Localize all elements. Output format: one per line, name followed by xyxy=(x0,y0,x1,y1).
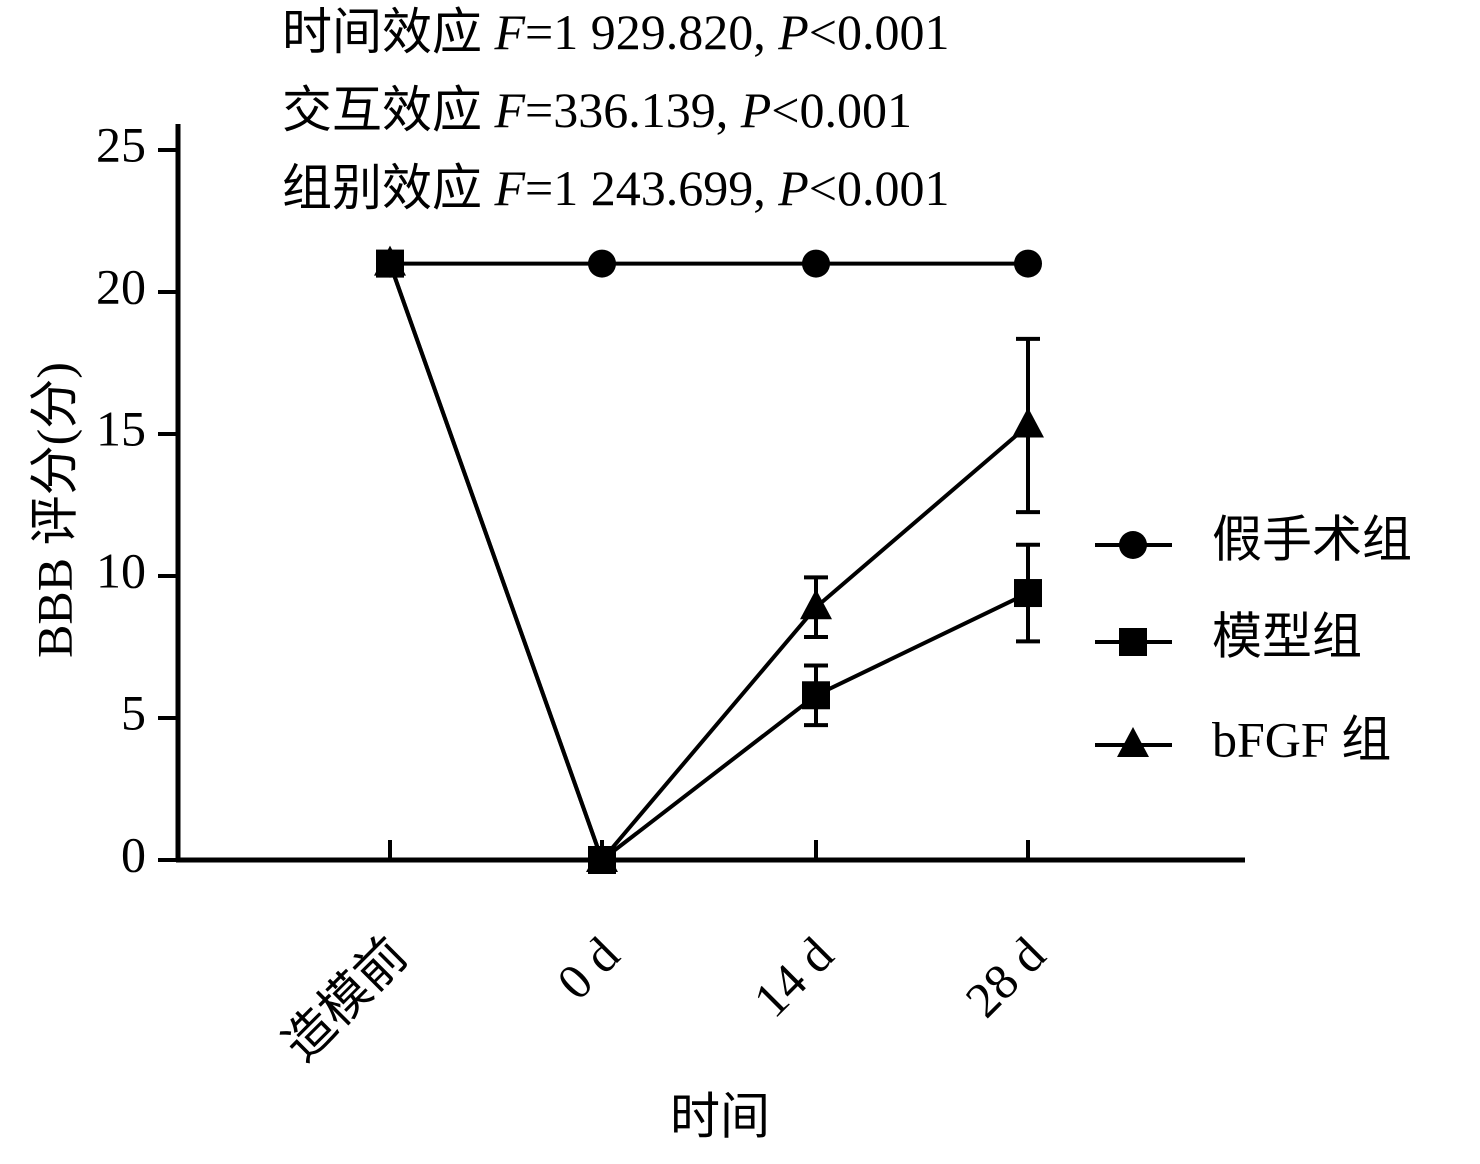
legend-label: 假手术组 xyxy=(1212,511,1412,567)
x-tick-label: 0 d xyxy=(546,926,630,1010)
x-tick-label: 28 d xyxy=(954,926,1055,1027)
data-point xyxy=(586,842,618,872)
annotation: 交互效应 F=336.139, P<0.001 xyxy=(282,82,912,138)
data-point xyxy=(800,589,832,620)
y-tick-label: 25 xyxy=(96,116,146,172)
legend-marker xyxy=(1117,727,1149,757)
annotation: 时间效应 F=1 929.820, P<0.001 xyxy=(282,4,950,60)
data-point xyxy=(588,249,616,278)
y-axis-title: BBB 评分(分) xyxy=(26,362,82,658)
y-tick-label: 20 xyxy=(96,258,146,314)
y-tick-label: 0 xyxy=(121,826,146,882)
data-point xyxy=(374,245,406,276)
legend-marker xyxy=(1119,531,1147,559)
series-line xyxy=(388,262,1029,864)
x-tick-label: 造模前 xyxy=(272,926,418,1072)
y-tick-label: 5 xyxy=(121,684,146,740)
legend-label: 模型组 xyxy=(1212,608,1362,664)
series-line xyxy=(388,262,1030,864)
x-axis-title: 时间 xyxy=(670,1088,770,1144)
data-point xyxy=(1014,249,1042,278)
x-tick-label: 14 d xyxy=(742,926,843,1027)
data-point xyxy=(1014,579,1042,608)
annotation: 组别效应 F=1 243.699, P<0.001 xyxy=(282,160,950,216)
data-point xyxy=(802,681,830,710)
y-tick-label: 15 xyxy=(96,400,146,456)
legend-label: bFGF 组 xyxy=(1212,711,1391,767)
data-point xyxy=(1012,407,1044,438)
y-tick-label: 10 xyxy=(96,542,146,598)
data-point xyxy=(802,249,830,278)
legend-marker xyxy=(1119,628,1147,656)
